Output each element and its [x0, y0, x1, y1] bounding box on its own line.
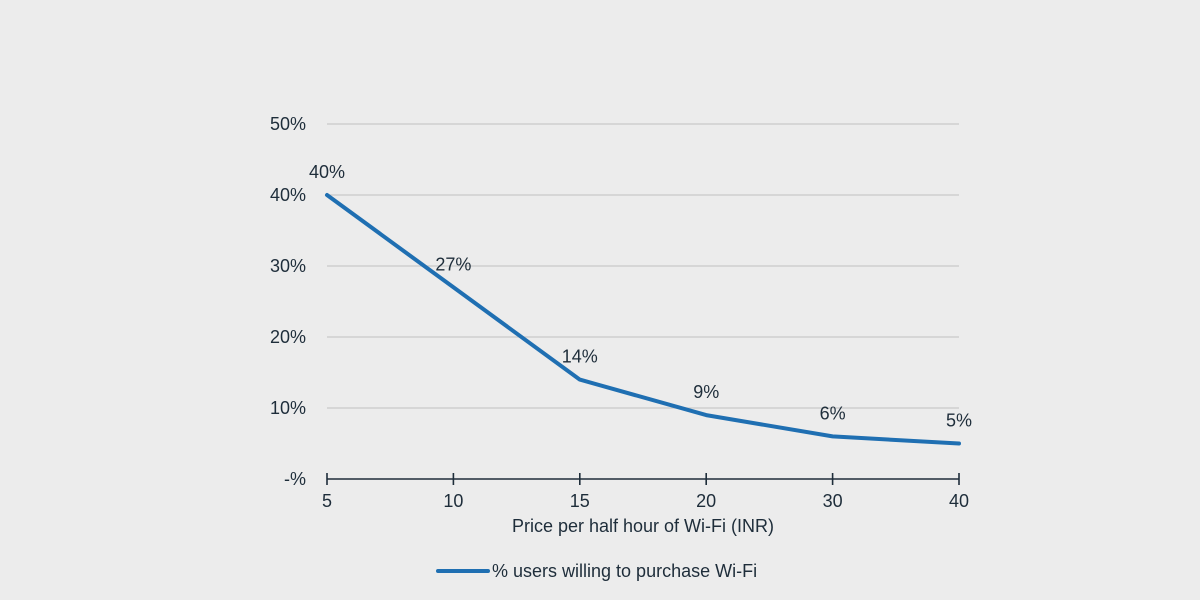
- x-tick-label: 15: [570, 491, 590, 511]
- x-tick-label: 20: [696, 491, 716, 511]
- legend: % users willing to purchase Wi-Fi: [436, 561, 757, 581]
- series-line: [325, 193, 961, 446]
- data-label: 6%: [820, 403, 846, 423]
- gridlines: [327, 123, 959, 409]
- data-label: 9%: [693, 382, 719, 402]
- x-tick-label: 10: [443, 491, 463, 511]
- x-axis-title: Price per half hour of Wi-Fi (INR): [512, 516, 774, 536]
- y-tick-label: 30%: [270, 256, 306, 276]
- y-tick-label: 10%: [270, 398, 306, 418]
- data-label: 27%: [435, 254, 471, 274]
- y-tick-label: 20%: [270, 327, 306, 347]
- x-tick-label: 40: [949, 491, 969, 511]
- y-tick-label: 50%: [270, 114, 306, 134]
- series-lines: [325, 193, 961, 446]
- y-tick-label: 40%: [270, 185, 306, 205]
- data-label: 40%: [309, 162, 345, 182]
- data-label: 14%: [562, 347, 598, 367]
- x-axis: 5 10 15 20 30 40: [322, 473, 969, 511]
- x-tick-label: 30: [823, 491, 843, 511]
- y-tick-label: -%: [284, 469, 306, 489]
- legend-label: % users willing to purchase Wi-Fi: [492, 561, 757, 581]
- data-label: 5%: [946, 411, 972, 431]
- x-tick-label: 5: [322, 491, 332, 511]
- data-labels: 40% 27% 14% 9% 6% 5%: [309, 162, 972, 431]
- y-axis-tick-labels: -% 10% 20% 30% 40% 50%: [270, 114, 306, 489]
